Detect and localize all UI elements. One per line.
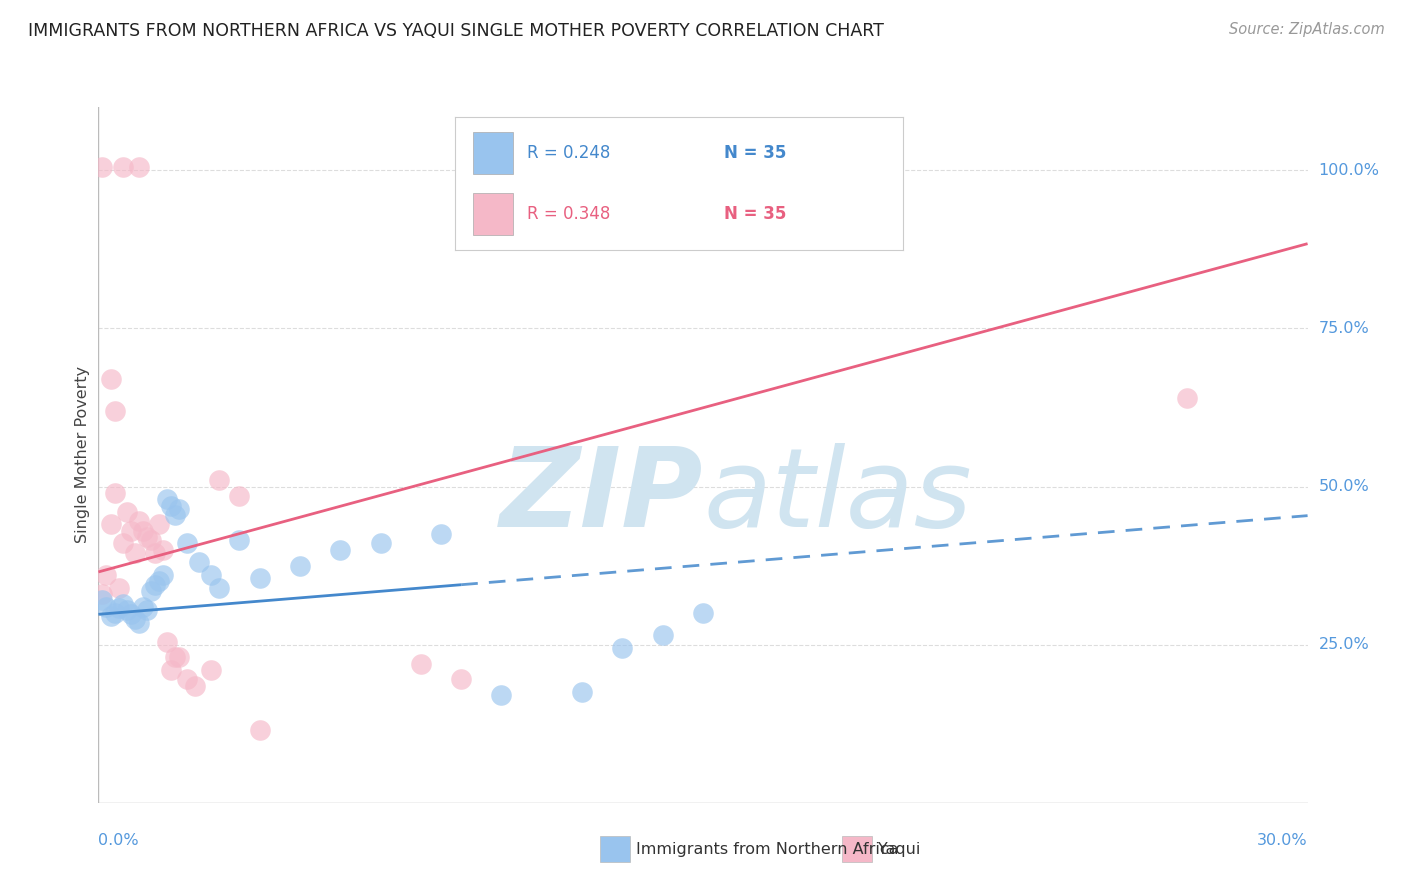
- Point: [409, 657, 432, 671]
- Point: [135, 530, 157, 544]
- Point: [103, 606, 125, 620]
- Point: [128, 514, 150, 528]
- Point: [128, 160, 150, 174]
- Text: IMMIGRANTS FROM NORTHERN AFRICA VS YAQUI SINGLE MOTHER POVERTY CORRELATION CHART: IMMIGRANTS FROM NORTHERN AFRICA VS YAQUI…: [28, 22, 884, 40]
- Point: [120, 607, 142, 622]
- Point: [100, 609, 122, 624]
- Point: [249, 571, 271, 585]
- Text: 75.0%: 75.0%: [1319, 321, 1369, 336]
- Point: [156, 492, 179, 507]
- Point: [176, 673, 198, 687]
- Point: [132, 599, 155, 614]
- Point: [160, 663, 183, 677]
- Point: [111, 536, 134, 550]
- Point: [96, 599, 118, 614]
- Point: [148, 574, 170, 589]
- Point: [96, 568, 118, 582]
- Point: [249, 723, 271, 737]
- Point: [370, 536, 392, 550]
- Text: 50.0%: 50.0%: [1319, 479, 1369, 494]
- Point: [200, 663, 222, 677]
- Point: [124, 546, 146, 560]
- Point: [612, 640, 634, 655]
- Point: [143, 546, 166, 560]
- Point: [91, 593, 114, 607]
- Point: [184, 679, 207, 693]
- Point: [132, 524, 155, 538]
- Point: [103, 486, 125, 500]
- Point: [692, 606, 714, 620]
- Point: [124, 612, 146, 626]
- Point: [329, 542, 352, 557]
- Point: [163, 508, 186, 522]
- Point: [571, 685, 593, 699]
- Point: [1175, 391, 1198, 405]
- Point: [430, 527, 453, 541]
- Point: [491, 688, 513, 702]
- Point: [115, 603, 138, 617]
- Point: [100, 517, 122, 532]
- Point: [188, 556, 211, 570]
- Point: [152, 542, 174, 557]
- Text: ZIP: ZIP: [499, 443, 703, 550]
- Bar: [600, 836, 630, 862]
- Point: [167, 650, 190, 665]
- Point: [160, 499, 183, 513]
- Point: [651, 628, 673, 642]
- Point: [208, 581, 231, 595]
- Text: atlas: atlas: [703, 443, 972, 550]
- Point: [107, 581, 129, 595]
- Text: 100.0%: 100.0%: [1319, 163, 1379, 178]
- Point: [139, 533, 162, 548]
- Point: [107, 601, 129, 615]
- Text: 25.0%: 25.0%: [1319, 637, 1369, 652]
- Text: 30.0%: 30.0%: [1257, 833, 1308, 848]
- Point: [288, 558, 311, 573]
- Point: [103, 403, 125, 417]
- Point: [128, 615, 150, 630]
- Point: [163, 650, 186, 665]
- Point: [100, 372, 122, 386]
- Point: [228, 489, 250, 503]
- Bar: [842, 836, 872, 862]
- Point: [111, 160, 134, 174]
- Point: [143, 577, 166, 591]
- Point: [200, 568, 222, 582]
- Point: [91, 160, 114, 174]
- Point: [115, 505, 138, 519]
- Point: [208, 473, 231, 487]
- Point: [228, 533, 250, 548]
- Text: 0.0%: 0.0%: [98, 833, 139, 848]
- Text: Source: ZipAtlas.com: Source: ZipAtlas.com: [1229, 22, 1385, 37]
- Point: [120, 524, 142, 538]
- Text: Immigrants from Northern Africa: Immigrants from Northern Africa: [637, 842, 898, 857]
- Point: [450, 673, 472, 687]
- Point: [111, 597, 134, 611]
- Point: [135, 603, 157, 617]
- Point: [176, 536, 198, 550]
- Point: [91, 587, 114, 601]
- Point: [156, 634, 179, 648]
- Point: [152, 568, 174, 582]
- Point: [148, 517, 170, 532]
- Point: [167, 501, 190, 516]
- Y-axis label: Single Mother Poverty: Single Mother Poverty: [75, 367, 90, 543]
- Point: [139, 583, 162, 598]
- Text: Yaqui: Yaqui: [879, 842, 921, 857]
